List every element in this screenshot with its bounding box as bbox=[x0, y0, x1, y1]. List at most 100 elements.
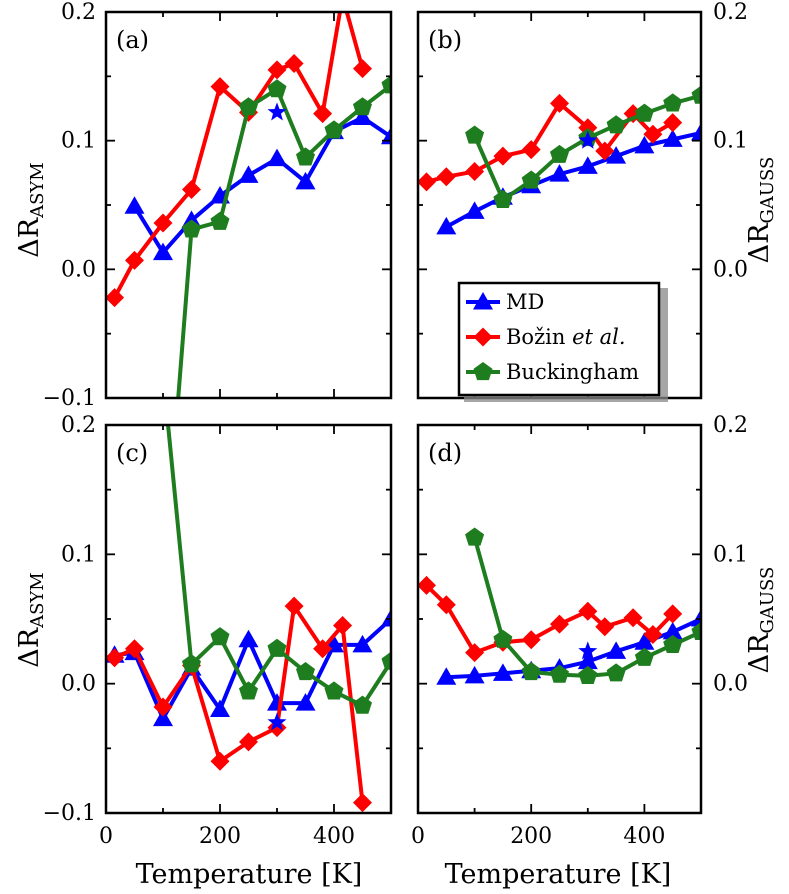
y-tick-label: 0.1 bbox=[713, 542, 748, 567]
data-point-buckingham bbox=[267, 638, 287, 657]
series-line-md bbox=[132, 115, 391, 255]
y-tick-label: 0.0 bbox=[713, 257, 748, 282]
data-point-buckingham bbox=[493, 189, 513, 208]
series-line-bo-in-et-al bbox=[113, 604, 365, 803]
data-point-bo-in-et-al bbox=[153, 697, 173, 717]
x-tick-label: 200 bbox=[199, 824, 241, 849]
y-tick-label: 0.0 bbox=[713, 672, 748, 697]
data-point-bo-in-et-al bbox=[550, 614, 569, 634]
data-point-bo-in-et-al bbox=[521, 630, 541, 650]
data-point-buckingham bbox=[153, 363, 172, 381]
data-point-bo-in-et-al bbox=[436, 595, 456, 615]
data-point-md bbox=[153, 242, 173, 261]
panel-c-frame bbox=[104, 423, 393, 815]
data-point-md bbox=[436, 216, 457, 235]
panel-label: (c) bbox=[116, 439, 148, 467]
data-point-bo-in-et-al bbox=[313, 639, 333, 659]
y-tick-label: 0.2 bbox=[713, 413, 748, 438]
data-point-buckingham bbox=[521, 662, 541, 681]
y-tick-label: 0.1 bbox=[61, 542, 96, 567]
data-point-bo-in-et-al bbox=[418, 172, 436, 192]
data-point-bo-in-et-al bbox=[284, 596, 304, 616]
data-point-md bbox=[436, 667, 457, 685]
x-axis-title-left: Temperature [K] bbox=[136, 859, 363, 890]
svg-text:ΔRGAUSS: ΔRGAUSS bbox=[744, 157, 778, 264]
data-point-md bbox=[606, 146, 627, 164]
panel-d: 0.0 0.1 0.2 0 200 400 (d) bbox=[411, 413, 748, 849]
highlight-star-marker bbox=[267, 102, 287, 121]
y-tick-label: 0.2 bbox=[61, 0, 96, 25]
x-tick-label: 400 bbox=[623, 824, 665, 849]
data-point-bo-in-et-al bbox=[550, 93, 569, 113]
data-point-buckingham bbox=[352, 695, 373, 714]
data-point-buckingham bbox=[238, 681, 259, 700]
data-point-bo-in-et-al bbox=[153, 213, 173, 233]
data-point-bo-in-et-al bbox=[578, 601, 598, 621]
svg-text:ΔRASYM: ΔRASYM bbox=[14, 572, 48, 667]
panel-c: −0.1 0.0 0.1 0.2 0 200 400 (c) bbox=[43, 363, 393, 849]
data-point-bo-in-et-al bbox=[643, 124, 663, 144]
data-point-md bbox=[606, 641, 627, 659]
data-point-bo-in-et-al bbox=[106, 648, 125, 668]
data-point-buckingham bbox=[549, 664, 570, 683]
panel-b: 0.0 0.1 0.2 (b) bbox=[416, 0, 748, 400]
y-tick-label: 0.1 bbox=[61, 129, 96, 154]
data-point-md bbox=[295, 693, 316, 711]
data-point-md bbox=[691, 609, 701, 627]
x-tick-label: 400 bbox=[313, 824, 355, 849]
data-point-buckingham bbox=[691, 85, 701, 104]
y-axis-title-right-bottom: ΔRGAUSS bbox=[744, 567, 778, 674]
data-point-buckingham bbox=[210, 211, 230, 230]
data-point-bo-in-et-al bbox=[595, 617, 615, 637]
y-axis-title-left-bottom: ΔRASYM bbox=[14, 572, 48, 667]
data-point-md bbox=[267, 148, 287, 167]
data-point-md bbox=[381, 609, 391, 627]
panel-label: (d) bbox=[428, 439, 462, 467]
y-tick-label: −0.1 bbox=[43, 386, 96, 411]
data-point-md bbox=[691, 122, 701, 141]
panel-d-series bbox=[418, 527, 701, 685]
data-point-buckingham bbox=[606, 115, 626, 134]
data-point-bo-in-et-al bbox=[353, 793, 372, 813]
panel-a: −0.1 0.0 0.1 0.2 (a) bbox=[43, 0, 393, 411]
data-point-md bbox=[210, 699, 230, 718]
data-point-buckingham bbox=[238, 97, 259, 116]
data-point-bo-in-et-al bbox=[284, 53, 304, 73]
highlight-star-marker bbox=[267, 712, 287, 731]
panel-a-series bbox=[106, 0, 391, 398]
data-point-md bbox=[634, 135, 655, 154]
data-point-bo-in-et-al bbox=[643, 625, 663, 645]
data-point-md bbox=[662, 129, 683, 147]
x-tick-label: 0 bbox=[99, 824, 113, 849]
legend-marker-triangle bbox=[473, 292, 493, 310]
data-point-bo-in-et-al bbox=[239, 732, 258, 752]
y-tick-label: 0.2 bbox=[713, 0, 748, 25]
data-point-bo-in-et-al bbox=[106, 288, 125, 308]
data-point-buckingham bbox=[181, 219, 202, 238]
panel-label: (b) bbox=[428, 26, 462, 54]
data-point-md bbox=[352, 634, 373, 653]
legend-label: Buckingham bbox=[506, 360, 639, 384]
data-point-bo-in-et-al bbox=[663, 113, 683, 133]
data-point-buckingham bbox=[267, 79, 287, 98]
data-point-bo-in-et-al bbox=[333, 0, 352, 6]
panel-c-series bbox=[106, 363, 391, 813]
data-point-buckingham bbox=[634, 103, 654, 122]
data-point-bo-in-et-al bbox=[313, 104, 333, 124]
data-point-md bbox=[492, 663, 513, 681]
y-axis-title-right-top: ΔRGAUSS bbox=[744, 157, 778, 264]
data-point-md bbox=[238, 629, 259, 648]
data-point-bo-in-et-al bbox=[267, 60, 287, 80]
data-point-md bbox=[577, 156, 598, 174]
legend-marker-diamond bbox=[473, 327, 493, 347]
legend-entry-bo-in: Božin et al. bbox=[466, 325, 626, 349]
legend-entry-md: MD bbox=[466, 290, 544, 314]
panel-a-frame bbox=[104, 10, 393, 400]
x-tick-label: 200 bbox=[510, 824, 552, 849]
data-point-bo-in-et-al bbox=[210, 77, 230, 97]
data-point-buckingham bbox=[295, 662, 316, 681]
data-point-buckingham bbox=[210, 627, 230, 646]
y-tick-label: 0.0 bbox=[61, 257, 96, 282]
data-point-bo-in-et-al bbox=[182, 180, 201, 200]
panel-label: (a) bbox=[116, 26, 149, 54]
